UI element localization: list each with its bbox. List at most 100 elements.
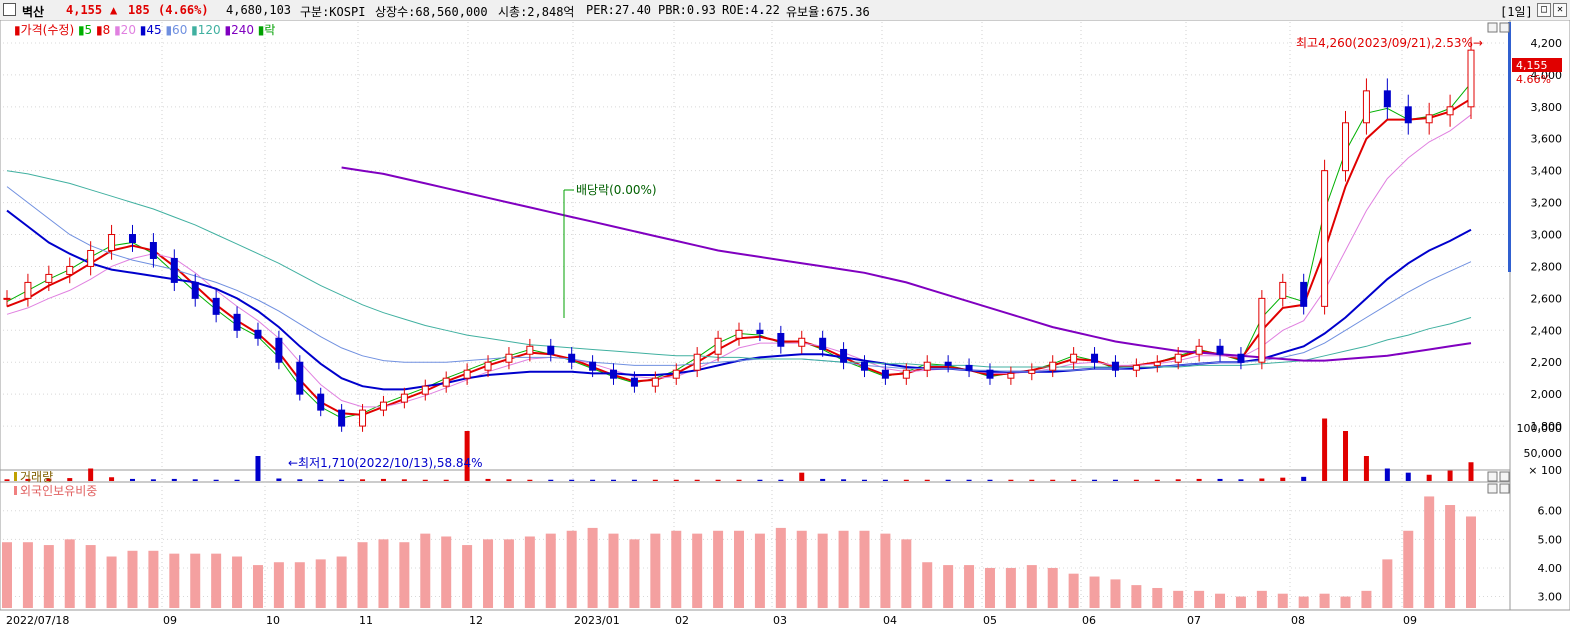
panel-button-icon[interactable] (1499, 483, 1510, 494)
foreign-ratio-bar (1445, 505, 1456, 608)
volume-bar (882, 479, 888, 481)
volume-bar (485, 478, 491, 481)
price-tick-label: 2,600 (1531, 292, 1563, 305)
date-tick-label: 04 (883, 614, 897, 627)
candle-body (714, 337, 722, 355)
legend-item: ▮240 (221, 23, 254, 37)
volume-legend: 거래량 (20, 470, 53, 484)
volume-bar (4, 479, 10, 481)
price-tag-box (1512, 58, 1562, 72)
panel-button-icon[interactable] (1487, 483, 1498, 494)
candle-body (1383, 90, 1391, 108)
foreign-ratio-bar (378, 539, 389, 608)
candle-body (651, 377, 659, 387)
candle-body (505, 353, 513, 363)
volume-bar (715, 479, 721, 481)
foreign-ratio-bar (148, 550, 159, 608)
candle-body (233, 313, 241, 331)
candle-body (1007, 372, 1015, 379)
volume-bar (1322, 418, 1328, 481)
foreign-ratio-bar (817, 533, 828, 608)
price-change: 185 (128, 3, 150, 17)
volume-bar (1050, 479, 1056, 481)
candle-body (860, 361, 868, 371)
foreign-ratio-bar (775, 527, 786, 608)
candle-body (1216, 345, 1224, 355)
foreign-ratio-bar (1319, 593, 1330, 608)
panel-button-icon[interactable] (1499, 22, 1510, 33)
candle-body (610, 369, 618, 379)
foreign-ratio-bar (22, 542, 33, 608)
volume-bar (276, 478, 282, 481)
panel-frame (0, 20, 1511, 471)
foreign-ratio-bar (754, 533, 765, 608)
stock-name[interactable]: 벽산 (22, 5, 45, 19)
volume-bar (590, 479, 596, 481)
price-tick-label: 3,800 (1531, 101, 1563, 114)
candle-body (798, 337, 806, 347)
market-label: 구분:KOSPI (300, 5, 366, 19)
volume-bar (1343, 431, 1349, 481)
candle-body (881, 369, 889, 379)
foreign-ratio-bar (1152, 587, 1163, 608)
legend-item: ▮45 (136, 23, 162, 37)
foreign-legend: 외국인보유비중 (20, 484, 97, 498)
foreign-ratio-bar (566, 530, 577, 608)
period-selector[interactable]: [1일] (1500, 5, 1533, 19)
foreign-ratio-bar (2, 542, 12, 608)
low-annotation: ←최저1,710(2022/10/13),58.84% (288, 456, 483, 470)
up-arrow-icon: ▲ (110, 3, 118, 17)
volume-bar (213, 479, 219, 481)
foreign-ratio-bar (608, 533, 619, 608)
panel-button-icon[interactable] (1487, 22, 1498, 33)
candle-body (777, 332, 785, 347)
price-tick-label: 1,800 (1531, 420, 1563, 433)
foreign-ratio-bar (85, 545, 96, 608)
volume-bar (1447, 470, 1453, 481)
date-tick-label: 02 (675, 614, 689, 627)
candle-body (986, 369, 994, 379)
volume-bar (569, 479, 575, 481)
foreign-ratio-bar (880, 533, 891, 608)
close-icon[interactable]: ✕ (1553, 3, 1567, 17)
candle-body (1195, 345, 1203, 355)
candle-body (379, 401, 387, 411)
date-tick-label: 09 (1403, 614, 1417, 627)
current-price: 4,155 (66, 3, 103, 17)
minimize-icon[interactable]: □ (1537, 3, 1551, 17)
candle-body (3, 297, 11, 300)
volume-bar (799, 472, 805, 481)
candle-body (45, 273, 53, 283)
volume-bar (1092, 479, 1098, 481)
price-tag: 4,155 (1516, 59, 1548, 72)
foreign-ratio-bar (232, 556, 243, 608)
checkbox-icon[interactable] (3, 3, 16, 16)
volume-bar (903, 479, 909, 481)
foreign-ratio-bar (943, 565, 954, 608)
price-change-pct: (4.66%) (158, 3, 209, 17)
candle-body (87, 249, 95, 267)
candle-body (693, 353, 701, 371)
foreign-ratio-bar (1361, 590, 1372, 608)
foreign-ratio-bar (964, 565, 975, 608)
candle-body (66, 265, 74, 275)
candle-body (1237, 353, 1245, 363)
foreign-ratio-bar (1256, 590, 1267, 608)
volume-bar (1029, 479, 1035, 481)
legend-item: ▮60 (162, 23, 188, 37)
price-tick-label: 2,000 (1531, 388, 1563, 401)
panel-button-icon[interactable] (1487, 471, 1498, 482)
scroll-bar[interactable] (1508, 22, 1511, 272)
candle-body (1404, 106, 1412, 124)
candle-body (1467, 49, 1475, 108)
panel-button-icon[interactable] (1499, 471, 1510, 482)
date-tick-label: 10 (266, 614, 280, 627)
pct-tag: 4.66% (1516, 73, 1551, 86)
volume-bar (548, 479, 554, 481)
foreign-ratio-bar (399, 542, 410, 608)
candle-body (149, 242, 157, 259)
volume-bar (861, 479, 867, 481)
volume-bar (631, 479, 637, 481)
date-tick-label: 03 (773, 614, 787, 627)
foreign-ratio-bar (190, 553, 201, 608)
